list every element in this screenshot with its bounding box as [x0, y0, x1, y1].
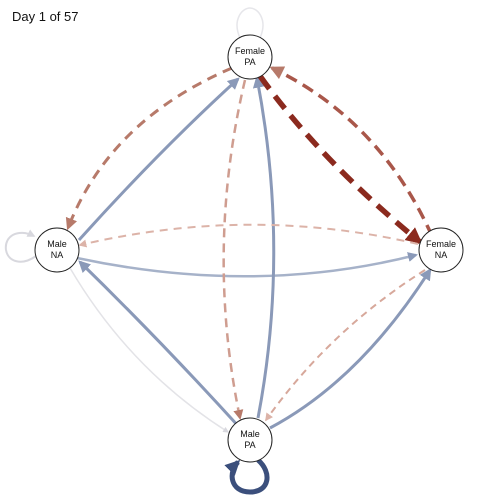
node-female-na[interactable]: Female NA	[418, 227, 464, 273]
node-label-line1: Female	[235, 46, 265, 56]
edge-female-na-to-male-na	[78, 223, 419, 248]
day-counter-label: Day 1 of 57	[12, 9, 79, 24]
node-label-line2: NA	[51, 250, 64, 260]
edge-male-na-to-female-na	[76, 252, 418, 278]
node-label-line1: Male	[240, 429, 260, 439]
edge-female-pa-to-male-na	[65, 66, 233, 231]
node-label-line2: PA	[244, 57, 255, 67]
edge-female-na-to-female-pa	[269, 66, 434, 237]
edge-female-pa-to-female-na	[257, 74, 423, 245]
node-male-na[interactable]: Male NA	[34, 227, 80, 273]
edge-female-na-to-male-pa	[265, 269, 426, 422]
node-label-line1: Male	[47, 239, 67, 249]
edge-self-loop-male-na	[4, 229, 37, 263]
edge-male-pa-to-male-na	[78, 260, 242, 430]
edge-male-na-to-female-pa	[77, 77, 240, 242]
node-male-pa[interactable]: Male PA	[227, 417, 273, 463]
edge-self-loop-female-pa	[236, 7, 264, 39]
edge-male-pa-to-female-pa	[252, 75, 276, 419]
edge-male-na-to-male-pa	[69, 267, 230, 433]
edge-male-pa-to-female-na	[269, 267, 432, 430]
node-female-pa[interactable]: Female PA	[227, 34, 273, 80]
edge-self-loop-male-pa	[224, 458, 270, 495]
node-label-line2: PA	[244, 440, 255, 450]
edge-female-pa-to-male-pa	[222, 79, 247, 420]
node-label-line1: Female	[426, 239, 456, 249]
node-label-line2: NA	[435, 250, 448, 260]
